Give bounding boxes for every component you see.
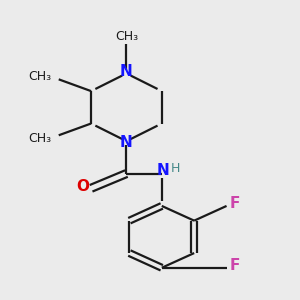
Text: F: F bbox=[230, 258, 240, 273]
Text: H: H bbox=[170, 162, 180, 175]
Text: CH₃: CH₃ bbox=[28, 132, 51, 145]
Text: CH₃: CH₃ bbox=[28, 70, 51, 83]
Text: F: F bbox=[230, 196, 240, 211]
Text: N: N bbox=[120, 64, 133, 80]
Text: CH₃: CH₃ bbox=[115, 30, 138, 43]
Text: N: N bbox=[120, 135, 133, 150]
Text: N: N bbox=[157, 163, 169, 178]
Text: O: O bbox=[76, 179, 89, 194]
